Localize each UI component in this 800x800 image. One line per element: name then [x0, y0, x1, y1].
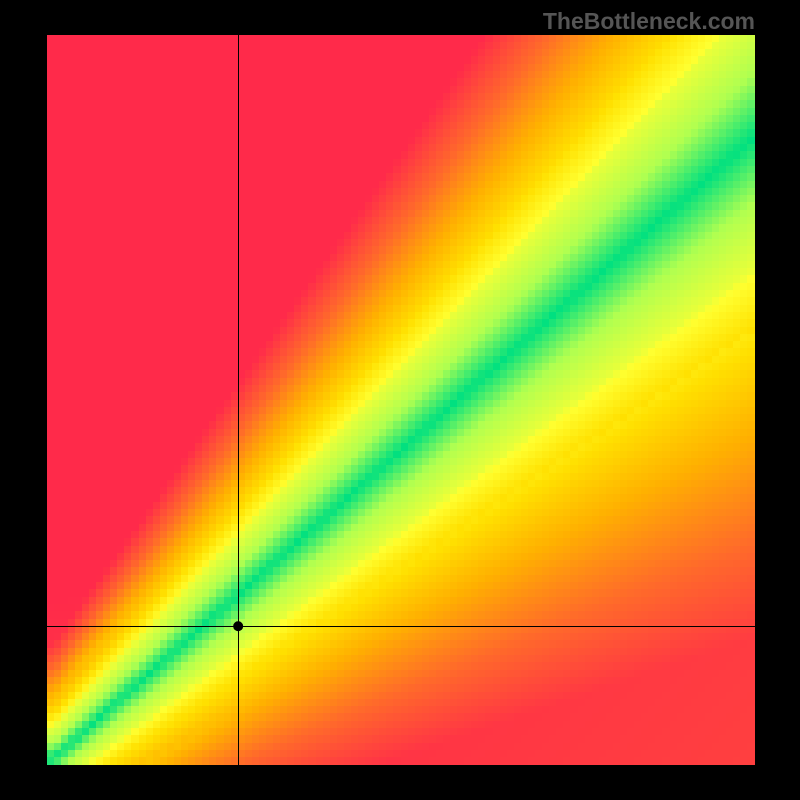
- watermark-text: TheBottleneck.com: [543, 8, 755, 35]
- chart-container: TheBottleneck.com: [0, 0, 800, 800]
- bottleneck-heatmap: [47, 35, 755, 765]
